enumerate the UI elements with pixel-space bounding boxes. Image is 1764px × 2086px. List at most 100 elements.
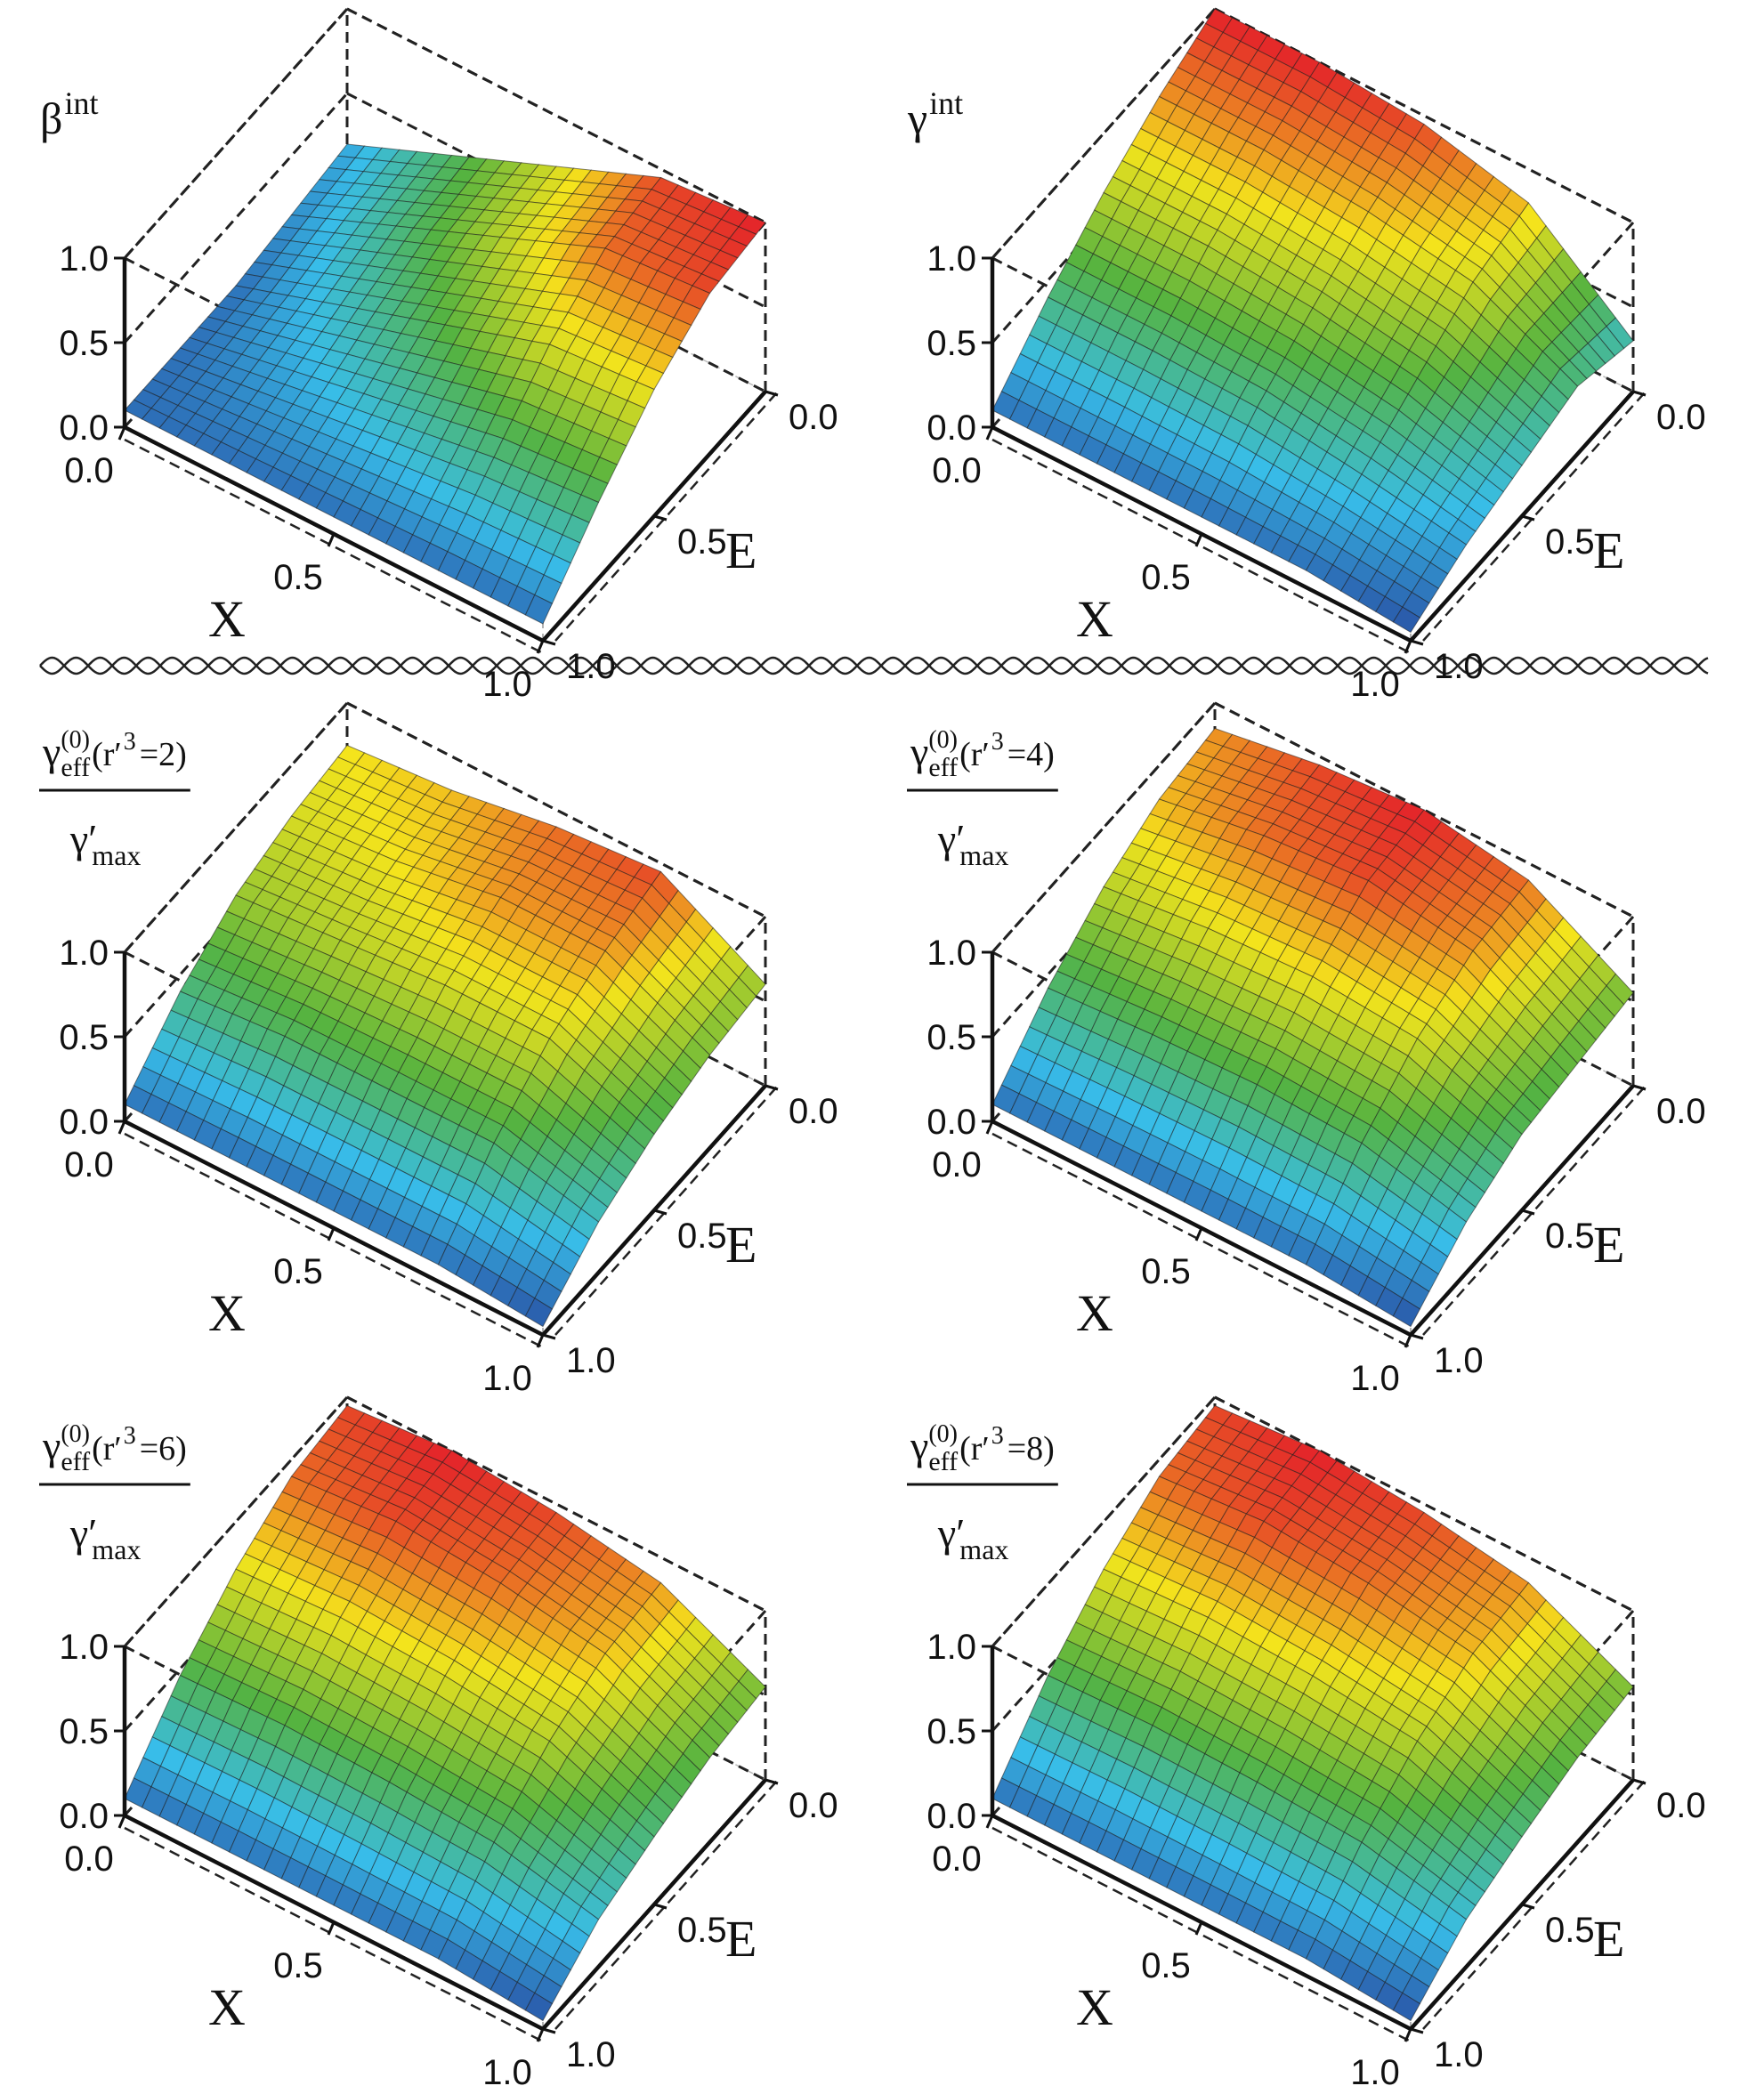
e-tick-label: 0.0 <box>1656 1786 1706 1825</box>
title-argument: (r′ <box>959 736 990 773</box>
tick-mark <box>1410 2027 1424 2034</box>
e-tick-label: 1.0 <box>1434 1341 1484 1380</box>
tick-mark <box>1404 640 1412 654</box>
denominator-symbol: γ′ <box>69 1510 97 1556</box>
title-argument-end: =8) <box>1007 1430 1055 1467</box>
wavy-divider <box>39 656 1709 675</box>
title-symbol: γ <box>910 729 928 774</box>
x-tick-label: 0.5 <box>273 1252 323 1291</box>
title-argument: (r′ <box>92 736 122 773</box>
z-tick-label: 1.0 <box>927 239 976 279</box>
tick-mark <box>536 1334 545 1348</box>
grid-line <box>346 701 766 918</box>
title-argument-superscript: 3 <box>991 1422 1004 1450</box>
z-tick-label: 0.0 <box>927 1797 976 1836</box>
z-tick-label: 0.5 <box>927 324 976 363</box>
tick-mark <box>1194 1921 1203 1936</box>
tick-mark <box>1521 514 1535 522</box>
box-edge <box>991 438 1412 655</box>
z-tick-label: 0.0 <box>927 1103 976 1142</box>
grid-line <box>123 93 349 344</box>
tick-mark <box>1632 1778 1647 1785</box>
title-symbol: β <box>40 93 62 143</box>
z-tick-label: 0.5 <box>59 1712 109 1751</box>
tick-mark <box>985 426 994 441</box>
grid-line <box>346 7 766 224</box>
z-tick-label: 0.5 <box>927 1712 976 1751</box>
denominator-symbol: γ′ <box>937 816 965 861</box>
z-tick-label: 1.0 <box>59 934 109 973</box>
tick-mark <box>327 533 336 547</box>
x-tick-label: 0.5 <box>273 1946 323 1985</box>
title-argument-end: =6) <box>140 1430 187 1467</box>
tick-mark <box>1521 1903 1535 1910</box>
tick-mark <box>542 1333 556 1340</box>
tick-mark <box>1632 1084 1647 1091</box>
tick-mark <box>1521 1209 1535 1216</box>
x-tick-label: 1.0 <box>482 1359 532 1398</box>
z-tick-label: 1.0 <box>59 1628 109 1667</box>
x-tick-label: 0.0 <box>64 1145 114 1184</box>
e-tick-label: 0.0 <box>789 398 838 437</box>
z-tick-label: 1.0 <box>927 934 976 973</box>
e-tick-label: 0.0 <box>1656 398 1706 437</box>
grid-line <box>123 1396 349 1647</box>
z-tick-label: 0.5 <box>59 324 109 363</box>
surface-patch <box>524 1992 554 2022</box>
title-superscript: int <box>929 85 963 121</box>
tick-mark <box>1404 1334 1412 1348</box>
e-axis-label: E <box>1593 1216 1624 1273</box>
denominator-subscript: max <box>959 839 1008 871</box>
z-tick-label: 0.0 <box>59 408 109 448</box>
tick-mark <box>765 1778 779 1785</box>
grid-line <box>991 1396 1217 1647</box>
x-tick-label: 1.0 <box>1350 2053 1400 2086</box>
x-tick-label: 0.5 <box>1141 558 1191 597</box>
tick-mark <box>117 1815 126 1829</box>
x-tick-label: 0.0 <box>64 1839 114 1879</box>
title-argument-end: =2) <box>140 736 187 773</box>
title-symbol: γ <box>910 1423 928 1468</box>
surface-patch <box>524 594 554 625</box>
e-axis-label: E <box>725 522 757 579</box>
box-edge <box>1422 1085 1647 1336</box>
surface-panel: 0.0 0.5 1.0 0.0 0.5 1.0 0.0 0.5 1.0 X Eγ (0)eff (r′ 3… <box>907 701 1706 1398</box>
title-argument-superscript: 3 <box>124 1422 136 1450</box>
e-tick-label: 0.5 <box>677 522 727 562</box>
title-subscript: eff <box>928 753 958 782</box>
title-subscript: eff <box>61 753 90 782</box>
x-tick-label: 0.0 <box>932 1839 982 1879</box>
x-tick-label: 0.0 <box>932 451 982 490</box>
e-tick-label: 0.5 <box>677 1911 727 1950</box>
z-tick-label: 0.5 <box>927 1018 976 1057</box>
z-tick-label: 1.0 <box>59 239 109 279</box>
title-superscript: (0) <box>61 726 90 754</box>
surface-patch <box>524 1298 554 1328</box>
title-argument-superscript: 3 <box>991 728 1004 756</box>
tick-mark <box>1632 390 1647 397</box>
surface-patch <box>1392 1298 1421 1328</box>
denominator-subscript: max <box>92 839 141 871</box>
tick-mark <box>327 1921 336 1936</box>
grid-line <box>1214 701 1634 918</box>
box-edge <box>554 1085 779 1336</box>
e-tick-label: 0.0 <box>789 1092 838 1131</box>
tick-mark <box>542 2027 556 2034</box>
e-tick-label: 1.0 <box>566 647 616 686</box>
denominator-symbol: γ′ <box>69 816 97 861</box>
surface-patch <box>1392 606 1421 634</box>
x-axis-label: X <box>208 1284 246 1342</box>
title-subscript: eff <box>928 1447 958 1476</box>
box-edge <box>124 438 544 655</box>
tick-mark <box>1410 639 1424 646</box>
box-edge <box>554 1779 779 2030</box>
tick-mark <box>653 514 668 522</box>
x-tick-label: 0.5 <box>1141 1252 1191 1291</box>
surface-panel: 0.0 0.5 1.0 0.0 0.5 1.0 0.0 0.5 1.0 X Eγ (0)eff (r′ 3… <box>907 1395 1706 2086</box>
title-superscript: (0) <box>61 1420 90 1448</box>
title-subscript: eff <box>61 1447 90 1476</box>
title-argument: (r′ <box>92 1430 122 1467</box>
z-tick-label: 0.0 <box>927 408 976 448</box>
e-axis-label: E <box>725 1216 757 1273</box>
